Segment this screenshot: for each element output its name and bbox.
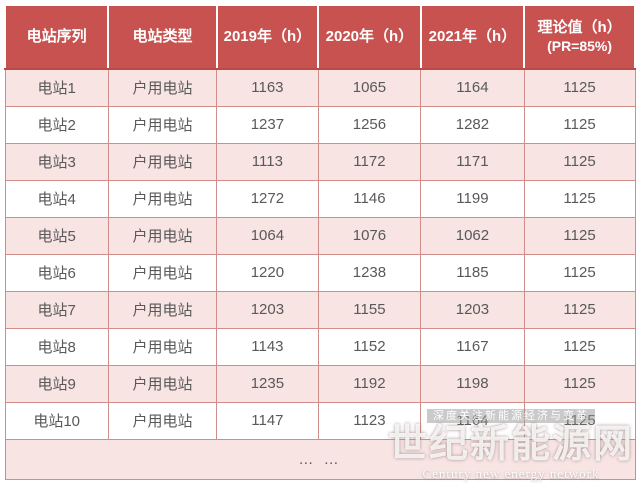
col-header-station-seq: 电站序列	[3, 4, 110, 70]
cell-theoretical: 1125	[523, 401, 636, 440]
col-header-sub: (PR=85%)	[547, 37, 613, 54]
table-row: 电站2 户用电站 1237 1256 1282 1125	[4, 105, 636, 144]
cell-2021: 1167	[420, 327, 525, 366]
cell-2020: 1256	[317, 105, 422, 144]
cell-2019: 1064	[216, 216, 319, 255]
cell-2021: 1185	[420, 253, 525, 292]
cell-type: 户用电站	[107, 179, 218, 218]
table-row: 电站5 户用电站 1064 1076 1062 1125	[4, 216, 636, 255]
cell-type: 户用电站	[107, 216, 218, 255]
cell-2020: 1076	[317, 216, 422, 255]
table-row: 电站6 户用电站 1220 1238 1185 1125	[4, 253, 636, 292]
cell-station: 电站4	[4, 179, 109, 218]
cell-type: 户用电站	[107, 68, 218, 107]
cell-theoretical: 1125	[523, 290, 636, 329]
col-header-label: 2020年（h）	[325, 27, 414, 45]
cell-2019: 1203	[216, 290, 319, 329]
cell-station: 电站3	[4, 142, 109, 181]
header-row: 电站序列 电站类型 2019年（h） 2020年（h） 2021年（h）	[3, 4, 636, 70]
cell-2019: 1113	[216, 142, 319, 181]
col-header-label: 电站序列	[26, 27, 87, 45]
table-row: 电站7 户用电站 1203 1155 1203 1125	[4, 290, 636, 329]
table-row: 电站8 户用电站 1143 1152 1167 1125	[4, 327, 636, 366]
cell-station: 电站6	[4, 253, 109, 292]
cell-type: 户用电站	[107, 105, 218, 144]
cell-2019: 1272	[216, 179, 319, 218]
cell-2021: 1164	[420, 68, 525, 107]
cell-2021: 1171	[420, 142, 525, 181]
cell-station: 电站5	[4, 216, 109, 255]
col-header-label: 2019年（h）	[223, 27, 312, 45]
cell-type: 户用电站	[107, 142, 218, 181]
col-header-label: 电站类型	[132, 27, 193, 45]
table-row: 电站1 户用电站 1163 1065 1164 1125	[4, 68, 636, 107]
table-row: 电站9 户用电站 1235 1192 1198 1125	[4, 364, 636, 403]
cell-type: 户用电站	[107, 290, 218, 329]
cell-2020: 1123	[317, 401, 422, 440]
cell-2020: 1152	[317, 327, 422, 366]
cell-2019: 1235	[216, 364, 319, 403]
cell-2021: 1282	[420, 105, 525, 144]
col-header-station-type: 电站类型	[107, 4, 218, 70]
col-header-label: 2021年（h）	[428, 27, 517, 45]
cell-2020: 1172	[317, 142, 422, 181]
cell-2021: 1199	[420, 179, 525, 218]
col-header-2020: 2020年（h）	[317, 4, 422, 70]
cell-2021: 1203	[420, 290, 525, 329]
cell-2020: 1146	[317, 179, 422, 218]
cell-station: 电站1	[4, 68, 109, 107]
cell-2019: 1147	[216, 401, 319, 440]
cell-2020: 1155	[317, 290, 422, 329]
col-header-2019: 2019年（h）	[215, 4, 320, 70]
cell-type: 户用电站	[107, 253, 218, 292]
cell-2020: 1238	[317, 253, 422, 292]
cell-type: 户用电站	[107, 401, 218, 440]
ellipsis-row: … …	[4, 438, 636, 480]
cell-theoretical: 1125	[523, 216, 636, 255]
cell-type: 户用电站	[107, 364, 218, 403]
table-row: 电站10 户用电站 1147 1123 1164 1125	[4, 401, 636, 440]
cell-station: 电站7	[4, 290, 109, 329]
cell-theoretical: 1125	[523, 253, 636, 292]
cell-2019: 1163	[216, 68, 319, 107]
col-header-label: 理论值（h）	[537, 18, 622, 36]
cell-2021: 1062	[420, 216, 525, 255]
power-station-hours-table: 电站序列 电站类型 2019年（h） 2020年（h） 2021年（h）	[3, 4, 636, 480]
cell-station: 电站2	[4, 105, 109, 144]
cell-2020: 1192	[317, 364, 422, 403]
col-header-theoretical: 理论值（h） (PR=85%)	[523, 4, 636, 70]
cell-2020: 1065	[317, 68, 422, 107]
cell-theoretical: 1125	[523, 68, 636, 107]
table-row: 电站3 户用电站 1113 1172 1171 1125	[4, 142, 636, 181]
cell-theoretical: 1125	[523, 327, 636, 366]
cell-2021: 1164	[420, 401, 525, 440]
cell-theoretical: 1125	[523, 105, 636, 144]
table-row: 电站4 户用电站 1272 1146 1199 1125	[4, 179, 636, 218]
cell-station: 电站9	[4, 364, 109, 403]
cell-2021: 1198	[420, 364, 525, 403]
ellipsis-cell: … …	[4, 438, 636, 480]
col-header-2021: 2021年（h）	[419, 4, 526, 70]
cell-2019: 1143	[216, 327, 319, 366]
cell-theoretical: 1125	[523, 142, 636, 181]
cell-station: 电站8	[4, 327, 109, 366]
cell-2019: 1237	[216, 105, 319, 144]
cell-theoretical: 1125	[523, 179, 636, 218]
table-body: 电站1 户用电站 1163 1065 1164 1125 电站2 户用电站 1237 1256 12…	[4, 68, 636, 440]
cell-2019: 1220	[216, 253, 319, 292]
cell-theoretical: 1125	[523, 364, 636, 403]
cell-station: 电站10	[4, 401, 109, 440]
cell-type: 户用电站	[107, 327, 218, 366]
